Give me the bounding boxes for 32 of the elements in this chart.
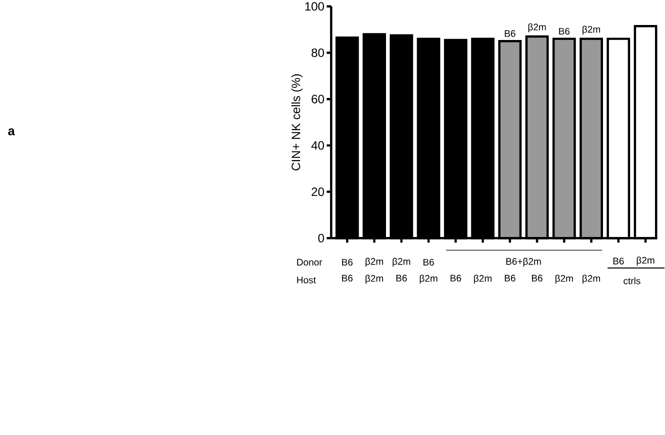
x-tick-label: B6 [504,274,516,282]
y-tick-label: 60 [312,94,324,104]
text: Donor [297,258,322,266]
y-tick-label: 80 [312,48,324,57]
annotation: β2m [528,23,546,32]
text: ctrls [624,277,640,284]
text: B6+β2m [506,258,541,267]
x-tick-label: β2m [582,274,600,284]
annotation: B6 [504,30,516,37]
y-tick-label: 40 [311,141,324,150]
y-tick-label: 20 [312,187,324,196]
text: B6 [613,258,624,264]
x-tick-label: B6 [342,274,353,282]
y-axis-title: CIN+ NK cells (%) [291,74,303,170]
x-tick-label: β2m [420,274,438,284]
x-tick-label: B6 [450,274,462,282]
y-tick-label: 0 [318,234,324,242]
x-tick-label: B6 [396,274,407,282]
x-tick-label: β2m [474,274,492,284]
text: β2m [636,256,654,266]
text: B6 [342,258,353,266]
x-tick-label: β2m [555,274,573,284]
text: β2m [366,258,384,267]
text: β2m [392,258,410,267]
x-tick-label: β2m [366,274,384,284]
y-tick-label: 100 [305,2,324,11]
annotation: B6 [559,28,570,35]
text: B6 [424,258,434,266]
text: Host [297,276,316,284]
text: a [8,128,15,136]
annotation: β2m [582,26,600,35]
x-tick-label: B6 [532,274,542,282]
